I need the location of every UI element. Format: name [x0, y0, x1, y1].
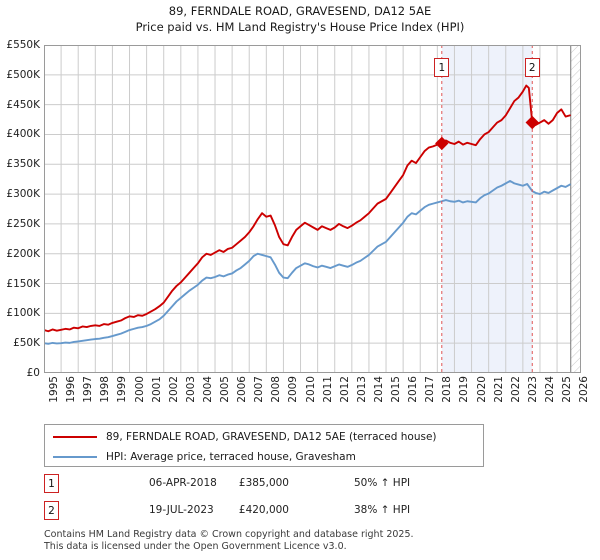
- x-tick-label: 2004: [201, 376, 214, 403]
- y-tick-label: £400K: [6, 128, 40, 141]
- y-tick-label: £100K: [6, 307, 40, 320]
- x-tick-label: 1998: [99, 376, 112, 403]
- x-tick-label: 2020: [475, 376, 488, 403]
- transaction-badge-1: 1: [44, 474, 59, 493]
- y-tick-label: £450K: [6, 98, 40, 111]
- x-tick-label: 1995: [48, 376, 60, 403]
- x-tick-label: 2013: [355, 376, 368, 403]
- x-tick-label: 2002: [167, 376, 180, 403]
- y-tick-label: £500K: [6, 68, 40, 81]
- x-tick-label: 2000: [133, 376, 146, 403]
- y-tick-label: £200K: [6, 247, 40, 260]
- x-tick-label: 2006: [236, 376, 249, 403]
- x-tick-label: 2025: [561, 376, 574, 403]
- x-tick-label: 1999: [116, 376, 129, 403]
- x-tick-label: 2019: [458, 376, 471, 403]
- transaction-badge-2: 2: [44, 501, 59, 520]
- transaction-price-2: £420,000: [238, 504, 289, 516]
- x-tick-label: 2005: [219, 376, 232, 403]
- transaction-hpi-2: 38% ↑ HPI: [354, 504, 411, 516]
- y-tick-label: £300K: [6, 188, 40, 201]
- attribution-line-1: Contains HM Land Registry data © Crown c…: [44, 529, 414, 540]
- attribution-line-2: This data is licensed under the Open Gov…: [44, 540, 347, 552]
- chart-plot-area: 1 2: [44, 45, 581, 373]
- x-tick-label: 2007: [253, 376, 266, 403]
- page-title: 89, FERNDALE ROAD, GRAVESEND, DA12 5AE P…: [0, 3, 600, 35]
- transaction-price-1: £385,000: [238, 477, 289, 489]
- y-tick-label: £150K: [6, 277, 40, 290]
- chart-gridlines: [44, 45, 581, 373]
- y-tick-label: £50K: [13, 337, 40, 350]
- x-axis-labels: 1995 1996 1997 1998 1999 2000 2001 2002 2003 2004…: [44, 373, 590, 413]
- chart-title: 89, FERNDALE ROAD, GRAVESEND, DA12 5AE: [168, 4, 432, 18]
- chart-subtitle: Price paid vs. HM Land Registry's House …: [135, 20, 465, 34]
- x-tick-label: 2014: [372, 376, 385, 403]
- no-data-hatched-region: [570, 45, 581, 373]
- transaction-row-1[interactable]: 1 06-APR-2018 £385,000 50% ↑ HPI: [44, 474, 464, 496]
- x-tick-label: 2026: [578, 376, 591, 403]
- x-tick-label: 2021: [492, 376, 505, 403]
- x-tick-label: 2003: [184, 376, 197, 403]
- chart-legend: 89, FERNDALE ROAD, GRAVESEND, DA12 5AE (…: [44, 424, 484, 467]
- y-tick-label: £0: [26, 367, 40, 379]
- chart-marker-badge-2[interactable]: 2: [524, 58, 540, 77]
- x-tick-label: 2012: [338, 376, 351, 403]
- chart-marker-badge-1[interactable]: 1: [434, 58, 450, 77]
- x-tick-label: 2018: [441, 376, 454, 403]
- transaction-row-2[interactable]: 2 19-JUL-2023 £420,000 38% ↑ HPI: [44, 501, 464, 523]
- y-tick-label: £350K: [6, 158, 40, 171]
- x-tick-label: 2010: [304, 376, 317, 403]
- legend-item-hpi: HPI: Average price, terraced house, Grav…: [45, 446, 356, 467]
- attribution-footer: Contains HM Land Registry data © Crown c…: [44, 529, 564, 552]
- x-tick-label: 2022: [509, 376, 522, 403]
- transaction-hpi-1: 50% ↑ HPI: [354, 477, 411, 489]
- chart-border: [44, 45, 581, 373]
- y-tick-label: £250K: [6, 217, 40, 230]
- transaction-vertical-lines: [441, 45, 533, 373]
- legend-item-property: 89, FERNDALE ROAD, GRAVESEND, DA12 5AE (…: [45, 426, 437, 447]
- transaction-markers: [435, 115, 539, 151]
- y-axis-labels: £0 £50K £100K £150K £200K £250K £300K £350K £400…: [0, 39, 40, 379]
- legend-label-property: 89, FERNDALE ROAD, GRAVESEND, DA12 5AE (…: [106, 430, 437, 443]
- legend-swatch-hpi: [53, 455, 97, 458]
- chart-svg: [44, 45, 581, 373]
- x-tick-label: 2009: [287, 376, 300, 403]
- legend-label-hpi: HPI: Average price, terraced house, Grav…: [106, 450, 356, 463]
- x-tick-label: 2023: [526, 376, 539, 403]
- x-tick-label: 2011: [321, 376, 334, 403]
- x-tick-label: 2008: [270, 376, 283, 403]
- x-tick-label: 2015: [390, 376, 403, 403]
- chart-series: [44, 84, 571, 345]
- y-tick-label: £550K: [6, 39, 40, 51]
- x-tick-label: 2024: [543, 376, 556, 403]
- x-tick-label: 2001: [150, 376, 163, 403]
- x-tick-label: 2016: [407, 376, 420, 403]
- x-tick-label: 2017: [424, 376, 437, 403]
- x-tick-label: 1997: [82, 376, 95, 403]
- highlight-band: [441, 45, 533, 373]
- legend-swatch-property: [53, 435, 97, 438]
- x-tick-label: 1996: [65, 376, 78, 403]
